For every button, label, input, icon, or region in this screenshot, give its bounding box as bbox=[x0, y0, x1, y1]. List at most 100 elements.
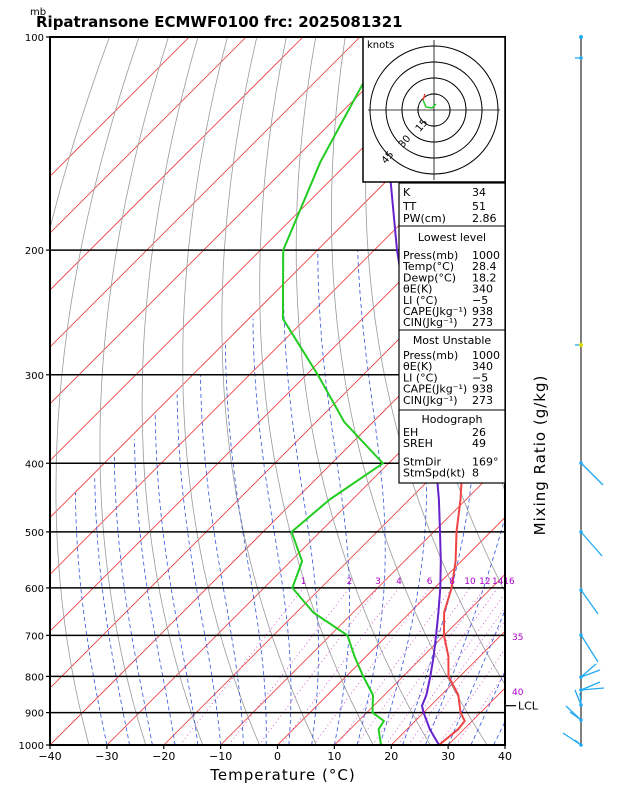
mixing-ratio-tick-label: 4 bbox=[396, 577, 402, 587]
hodograph-units-label: knots bbox=[367, 40, 394, 51]
temperature-tick-label: −30 bbox=[95, 750, 118, 763]
moist-adiabat-line bbox=[356, 250, 386, 745]
most_unstable-row-label: LI (°C) bbox=[403, 371, 438, 384]
temperature-tick-label: 40 bbox=[498, 750, 512, 763]
moist-adiabat-line bbox=[154, 413, 199, 745]
mixing-ratio-tick-label: 3 bbox=[375, 577, 381, 587]
wind-barb bbox=[580, 669, 601, 678]
lowest_level-row-value: 28.4 bbox=[472, 260, 497, 273]
pressure-tick-label: 1000 bbox=[19, 741, 44, 752]
wind-barb-column bbox=[562, 35, 605, 747]
moist-adiabat-line bbox=[252, 318, 292, 745]
lowest_level-row-value: 1000 bbox=[472, 249, 500, 262]
dry-adiabat-line bbox=[365, 37, 505, 686]
theta-e-label-40: 40 bbox=[512, 688, 524, 698]
dry-adiabat-line bbox=[581, 37, 618, 745]
temperature-tick-label: −10 bbox=[209, 750, 232, 763]
wind-barb bbox=[574, 739, 582, 746]
wind-barb bbox=[580, 687, 605, 691]
temperature-tick-label: 20 bbox=[384, 750, 398, 763]
mixing-ratio-tick-label: 12 bbox=[479, 577, 490, 587]
hodo_stats-row-label: SREH bbox=[403, 437, 433, 450]
wind-barb bbox=[580, 663, 597, 678]
pressure-tick-label: 500 bbox=[25, 528, 44, 539]
mixing-ratio-line bbox=[397, 592, 505, 745]
isotherm-lines bbox=[50, 37, 505, 745]
most_unstable-row-label: θE(K) bbox=[403, 360, 432, 373]
moist-adiabat-line bbox=[134, 439, 176, 745]
wind-barb bbox=[580, 531, 603, 557]
dry-adiabat-line bbox=[259, 37, 374, 745]
temperature-tick-label: −40 bbox=[38, 750, 61, 763]
theta-e-label-35: 35 bbox=[512, 633, 523, 643]
mixing-ratio-lines bbox=[179, 587, 505, 745]
hodo_stats-row-value: 49 bbox=[472, 437, 486, 450]
dry-adiabat-line bbox=[141, 37, 204, 745]
lowest_level-row-label: CAPE(Jkg⁻¹) bbox=[403, 305, 467, 318]
k-index-label: K bbox=[403, 186, 411, 199]
isotherm-line bbox=[277, 516, 505, 745]
mixing-ratio-line bbox=[355, 587, 471, 745]
chart-title: Ripatransone ECMWF0100 frc: 2025081321 bbox=[36, 13, 403, 31]
isotherm-line bbox=[50, 232, 505, 689]
pressure-tick-label: 900 bbox=[25, 709, 44, 720]
hodo_stats-row-value: 26 bbox=[472, 426, 486, 439]
most_unstable-row-value: 938 bbox=[472, 383, 493, 396]
pw-value: 2.86 bbox=[472, 212, 497, 225]
lowest_level-row-label: Temp(°C) bbox=[402, 260, 454, 273]
mixing-ratio-tick-label: 1 bbox=[301, 577, 307, 587]
hodo_stats-row-value: 8 bbox=[472, 467, 479, 480]
moist-adiabat-line bbox=[94, 478, 130, 745]
mixing-ratio-tick-label: 2 bbox=[347, 577, 353, 587]
pressure-tick-label: 200 bbox=[25, 246, 44, 257]
isotherm-line bbox=[50, 37, 361, 348]
most-unstable-header: Most Unstable bbox=[413, 334, 492, 347]
isotherm-line bbox=[220, 460, 505, 745]
pressure-tick-label: 800 bbox=[25, 672, 44, 683]
most_unstable-row-value: 1000 bbox=[472, 349, 500, 362]
wind-barb bbox=[580, 589, 599, 615]
pressure-axis: 100 200 300 400 500 600 700 800 900 1000 bbox=[19, 33, 50, 752]
dry-adiabat-lines bbox=[50, 37, 618, 745]
mixing-ratio-tick-label: 8 bbox=[449, 577, 455, 587]
dry-adiabat-line bbox=[331, 37, 488, 745]
mixing-ratio-line bbox=[258, 587, 379, 745]
x-axis-label: Temperature (°C) bbox=[209, 766, 355, 784]
isotherm-line bbox=[50, 175, 505, 632]
lowest_level-row-value: 938 bbox=[472, 305, 493, 318]
isotherm-line bbox=[50, 37, 304, 291]
hodograph-rings bbox=[368, 40, 500, 180]
hodo_stats-row-label: EH bbox=[403, 426, 418, 439]
hodograph-stats-header: Hodograph bbox=[422, 413, 483, 426]
dry-adiabat-line bbox=[182, 37, 260, 745]
pressure-unit-label: mb bbox=[30, 7, 46, 18]
isotherm-line bbox=[50, 37, 474, 462]
moist-adiabat-line bbox=[113, 455, 153, 745]
wind-barb bbox=[580, 681, 601, 691]
pw-label: PW(cm) bbox=[403, 212, 446, 225]
lowest_level-row-label: Press(mb) bbox=[403, 249, 458, 262]
temperature-tick-label: 10 bbox=[327, 750, 341, 763]
lowest_level-row-label: Dewp(°C) bbox=[403, 271, 456, 284]
moist-adiabat-line bbox=[200, 374, 244, 745]
moist-adiabat-line bbox=[225, 342, 267, 745]
wind-barb bbox=[580, 462, 604, 486]
most_unstable-row-value: −5 bbox=[472, 371, 488, 384]
lowest-level-header: Lowest level bbox=[418, 231, 486, 244]
pressure-tick-label: 600 bbox=[25, 584, 44, 595]
most_unstable-row-value: 340 bbox=[472, 360, 493, 373]
lowest_level-row-value: 340 bbox=[472, 283, 493, 296]
k-index-value: 34 bbox=[472, 186, 486, 199]
pressure-tick-label: 300 bbox=[25, 371, 44, 382]
hodo_stats-row-label: StmDir bbox=[403, 455, 442, 468]
mixing-ratio-line bbox=[438, 648, 505, 745]
hodo_stats-row-label: StmSpd(kt) bbox=[403, 467, 465, 480]
lowest_level-row-label: LI (°C) bbox=[403, 294, 438, 307]
temperature-axis: −40 −30 −20 −10 0 10 20 30 40 bbox=[38, 745, 512, 763]
dry-adiabat-line bbox=[610, 37, 618, 745]
lowest_level-row-value: 18.2 bbox=[472, 271, 497, 284]
wind-barb bbox=[574, 689, 582, 706]
isotherm-line bbox=[50, 37, 190, 177]
most_unstable-row-label: Press(mb) bbox=[403, 349, 458, 362]
